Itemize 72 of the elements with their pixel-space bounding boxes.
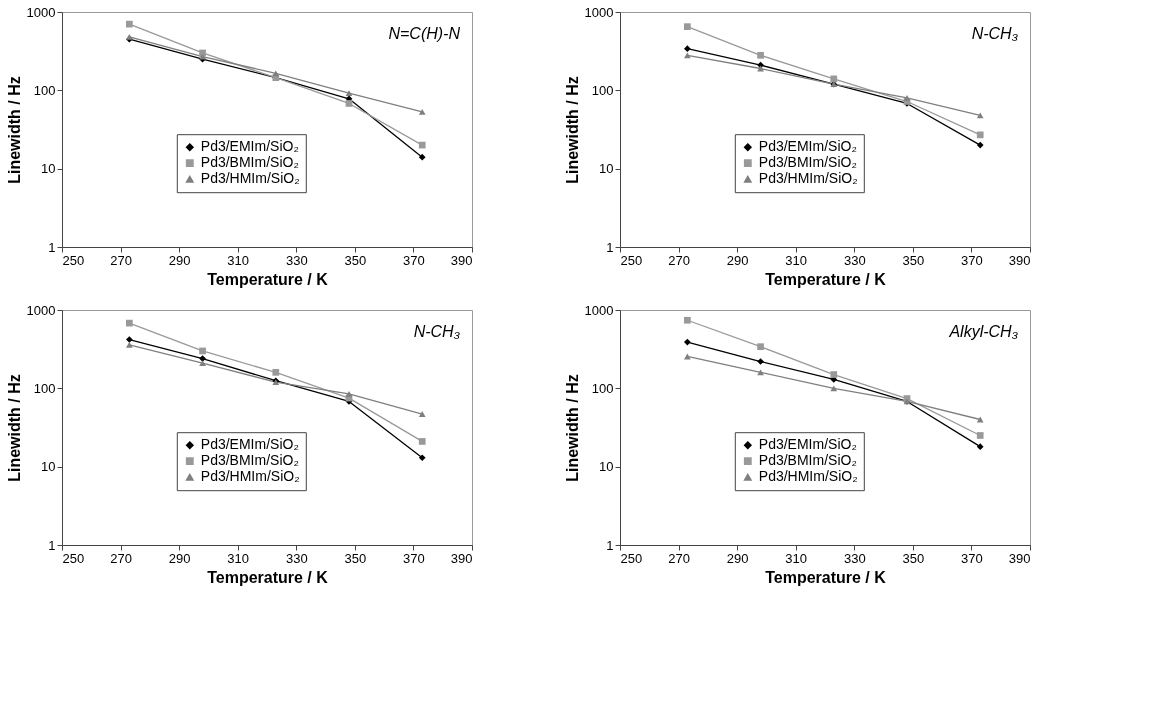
y-tick-label: 10 bbox=[599, 459, 614, 475]
legend-label: Pd3/EMIm/SiO₂ bbox=[758, 436, 857, 453]
y-tick-label: 1000 bbox=[584, 4, 614, 20]
x-tick-label: 270 bbox=[110, 252, 132, 268]
x-tick-label: 350 bbox=[344, 550, 367, 566]
x-tick-label: 390 bbox=[450, 252, 473, 268]
x-tick-label: 370 bbox=[961, 550, 983, 566]
y-axis-title: Linewidth / Hz bbox=[563, 374, 581, 482]
legend-label: Pd3/EMIm/SiO₂ bbox=[758, 138, 857, 155]
x-tick-label: 270 bbox=[668, 550, 690, 566]
x-tick-label: 310 bbox=[785, 550, 808, 566]
x-axis-title: Temperature / K bbox=[207, 568, 329, 586]
legend-label: Pd3/BMIm/SiO₂ bbox=[200, 154, 299, 171]
legend-label: Pd3/HMIm/SiO₂ bbox=[758, 468, 858, 485]
legend-label: Pd3/HMIm/SiO₂ bbox=[200, 170, 300, 187]
y-tick-label: 1000 bbox=[26, 4, 56, 20]
x-tick-label: 310 bbox=[227, 550, 250, 566]
y-tick-label: 1 bbox=[606, 537, 614, 553]
annotation: N=C(H)-N bbox=[388, 25, 461, 42]
y-tick-label: 1000 bbox=[584, 302, 614, 318]
legend-label: Pd3/BMIm/SiO₂ bbox=[200, 452, 299, 469]
x-tick-label: 350 bbox=[902, 550, 925, 566]
x-axis-title: Temperature / K bbox=[765, 270, 887, 288]
x-tick-label: 250 bbox=[620, 252, 643, 268]
x-tick-label: 310 bbox=[227, 252, 250, 268]
x-tick-label: 250 bbox=[620, 550, 643, 566]
y-tick-label: 100 bbox=[591, 380, 614, 396]
y-tick-label: 100 bbox=[591, 82, 614, 98]
x-axis-title: Temperature / K bbox=[207, 270, 329, 288]
legend-label: Pd3/EMIm/SiO₂ bbox=[200, 138, 299, 155]
x-tick-label: 370 bbox=[403, 550, 425, 566]
x-tick-label: 330 bbox=[843, 550, 866, 566]
annotation: N-CH₃ bbox=[413, 323, 460, 340]
legend-label: Pd3/EMIm/SiO₂ bbox=[200, 436, 299, 453]
y-tick-label: 1 bbox=[606, 239, 614, 255]
legend-label: Pd3/BMIm/SiO₂ bbox=[758, 452, 857, 469]
legend-label: Pd3/HMIm/SiO₂ bbox=[200, 468, 300, 485]
x-tick-label: 330 bbox=[285, 550, 308, 566]
x-tick-label: 330 bbox=[285, 252, 308, 268]
x-tick-label: 310 bbox=[785, 252, 808, 268]
x-tick-label: 290 bbox=[726, 252, 749, 268]
y-tick-label: 10 bbox=[599, 161, 614, 177]
x-axis-title: Temperature / K bbox=[765, 568, 887, 586]
y-tick-label: 10 bbox=[41, 161, 56, 177]
x-tick-label: 350 bbox=[902, 252, 925, 268]
x-tick-label: 250 bbox=[62, 252, 85, 268]
x-tick-label: 270 bbox=[668, 252, 690, 268]
y-axis-title: Linewidth / Hz bbox=[5, 374, 23, 482]
y-tick-label: 10 bbox=[41, 459, 56, 475]
x-tick-label: 390 bbox=[1008, 550, 1031, 566]
x-tick-label: 330 bbox=[843, 252, 866, 268]
annotation: Alkyl-CH₃ bbox=[948, 323, 1018, 340]
y-tick-label: 1000 bbox=[26, 302, 56, 318]
x-tick-label: 290 bbox=[168, 550, 191, 566]
y-axis-title: Linewidth / Hz bbox=[5, 76, 23, 184]
x-tick-label: 270 bbox=[110, 550, 132, 566]
x-tick-label: 390 bbox=[1008, 252, 1031, 268]
y-tick-label: 100 bbox=[33, 380, 56, 396]
y-tick-label: 1 bbox=[48, 239, 56, 255]
x-tick-label: 290 bbox=[168, 252, 191, 268]
legend-label: Pd3/HMIm/SiO₂ bbox=[758, 170, 858, 187]
x-tick-label: 390 bbox=[450, 550, 473, 566]
x-tick-label: 370 bbox=[403, 252, 425, 268]
y-tick-label: 1 bbox=[48, 537, 56, 553]
y-tick-label: 100 bbox=[33, 82, 56, 98]
y-axis-title: Linewidth / Hz bbox=[563, 76, 581, 184]
x-tick-label: 290 bbox=[726, 550, 749, 566]
x-tick-label: 350 bbox=[344, 252, 367, 268]
x-tick-label: 370 bbox=[961, 252, 983, 268]
annotation: N-CH₃ bbox=[971, 25, 1018, 42]
legend-label: Pd3/BMIm/SiO₂ bbox=[758, 154, 857, 171]
x-tick-label: 250 bbox=[62, 550, 85, 566]
